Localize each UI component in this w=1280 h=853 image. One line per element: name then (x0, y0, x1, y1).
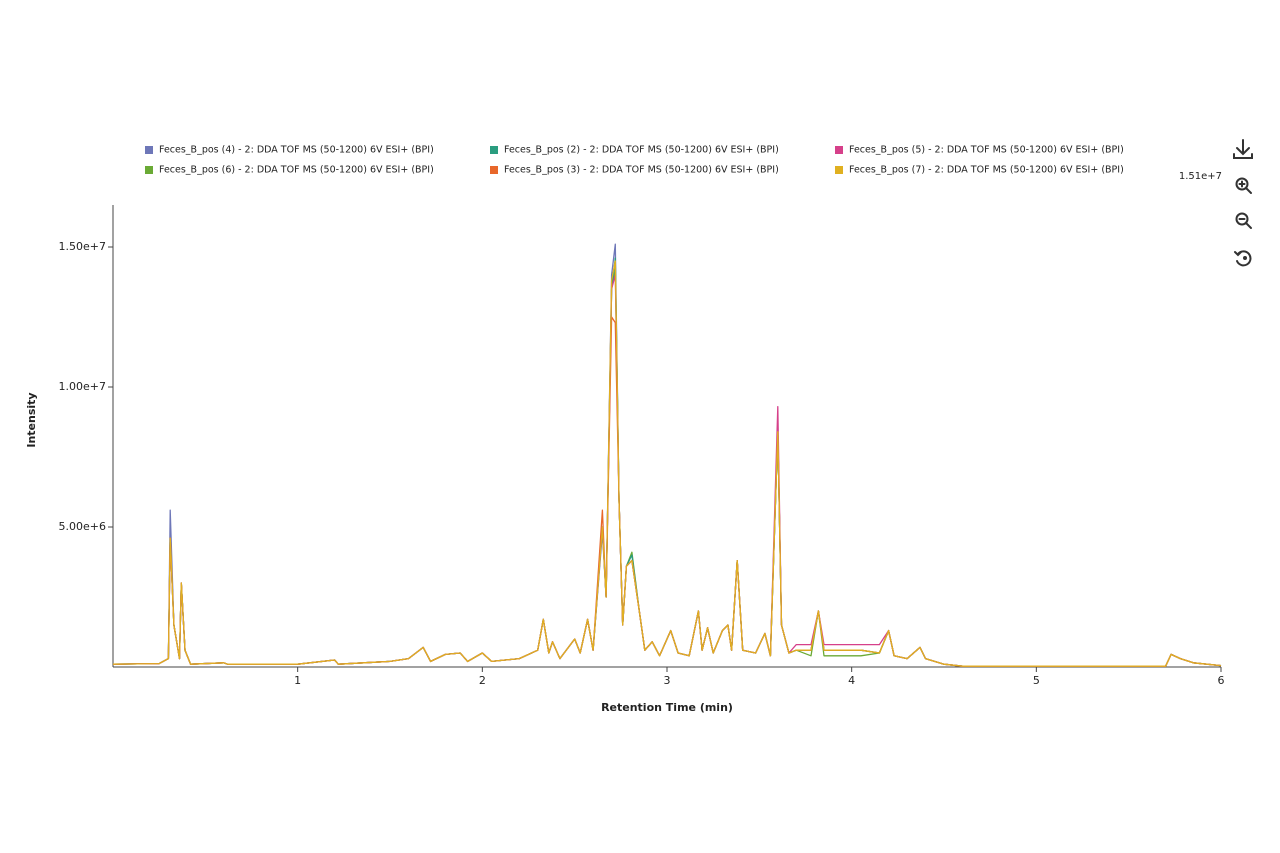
series-line (112, 260, 1222, 667)
x-tick-label: 4 (848, 674, 855, 687)
legend-label: Feces_B_pos (2) - 2: DDA TOF MS (50-1200… (504, 145, 779, 156)
legend-swatch (145, 146, 153, 154)
legend-swatch (490, 146, 498, 154)
series-line (112, 316, 1222, 667)
legend-swatch (835, 166, 843, 174)
y-tick-label: 1.50e+7 (59, 240, 106, 253)
y-axis-title: Intensity (25, 392, 38, 447)
reset-button[interactable] (1234, 250, 1252, 267)
legend-label: Feces_B_pos (4) - 2: DDA TOF MS (50-1200… (159, 145, 434, 156)
series-line (112, 243, 1222, 667)
series-line (112, 268, 1222, 667)
zoom-in-button[interactable] (1235, 177, 1252, 194)
x-tick-label: 2 (479, 674, 486, 687)
legend-label: Feces_B_pos (6) - 2: DDA TOF MS (50-1200… (159, 165, 434, 176)
series-line (112, 257, 1222, 667)
x-tick-label: 5 (1033, 674, 1040, 687)
legend-label: Feces_B_pos (7) - 2: DDA TOF MS (50-1200… (849, 165, 1124, 176)
x-tick-label: 6 (1218, 674, 1225, 687)
max-annotation: 1.51e+7 (1179, 171, 1222, 182)
legend-label: Feces_B_pos (5) - 2: DDA TOF MS (50-1200… (849, 145, 1124, 156)
y-tick-label: 1.00e+7 (59, 380, 106, 393)
x-axis-title: Retention Time (min) (601, 701, 733, 714)
x-tick-label: 3 (664, 674, 671, 687)
download-button[interactable] (1233, 139, 1253, 159)
y-tick-label: 5.00e+6 (59, 520, 106, 533)
legend-swatch (835, 146, 843, 154)
legend-swatch (490, 166, 498, 174)
legend-swatch (145, 166, 153, 174)
series-line (112, 274, 1222, 667)
x-tick-label: 1 (294, 674, 301, 687)
zoom-out-button[interactable] (1235, 212, 1252, 229)
legend-label: Feces_B_pos (3) - 2: DDA TOF MS (50-1200… (504, 165, 779, 176)
